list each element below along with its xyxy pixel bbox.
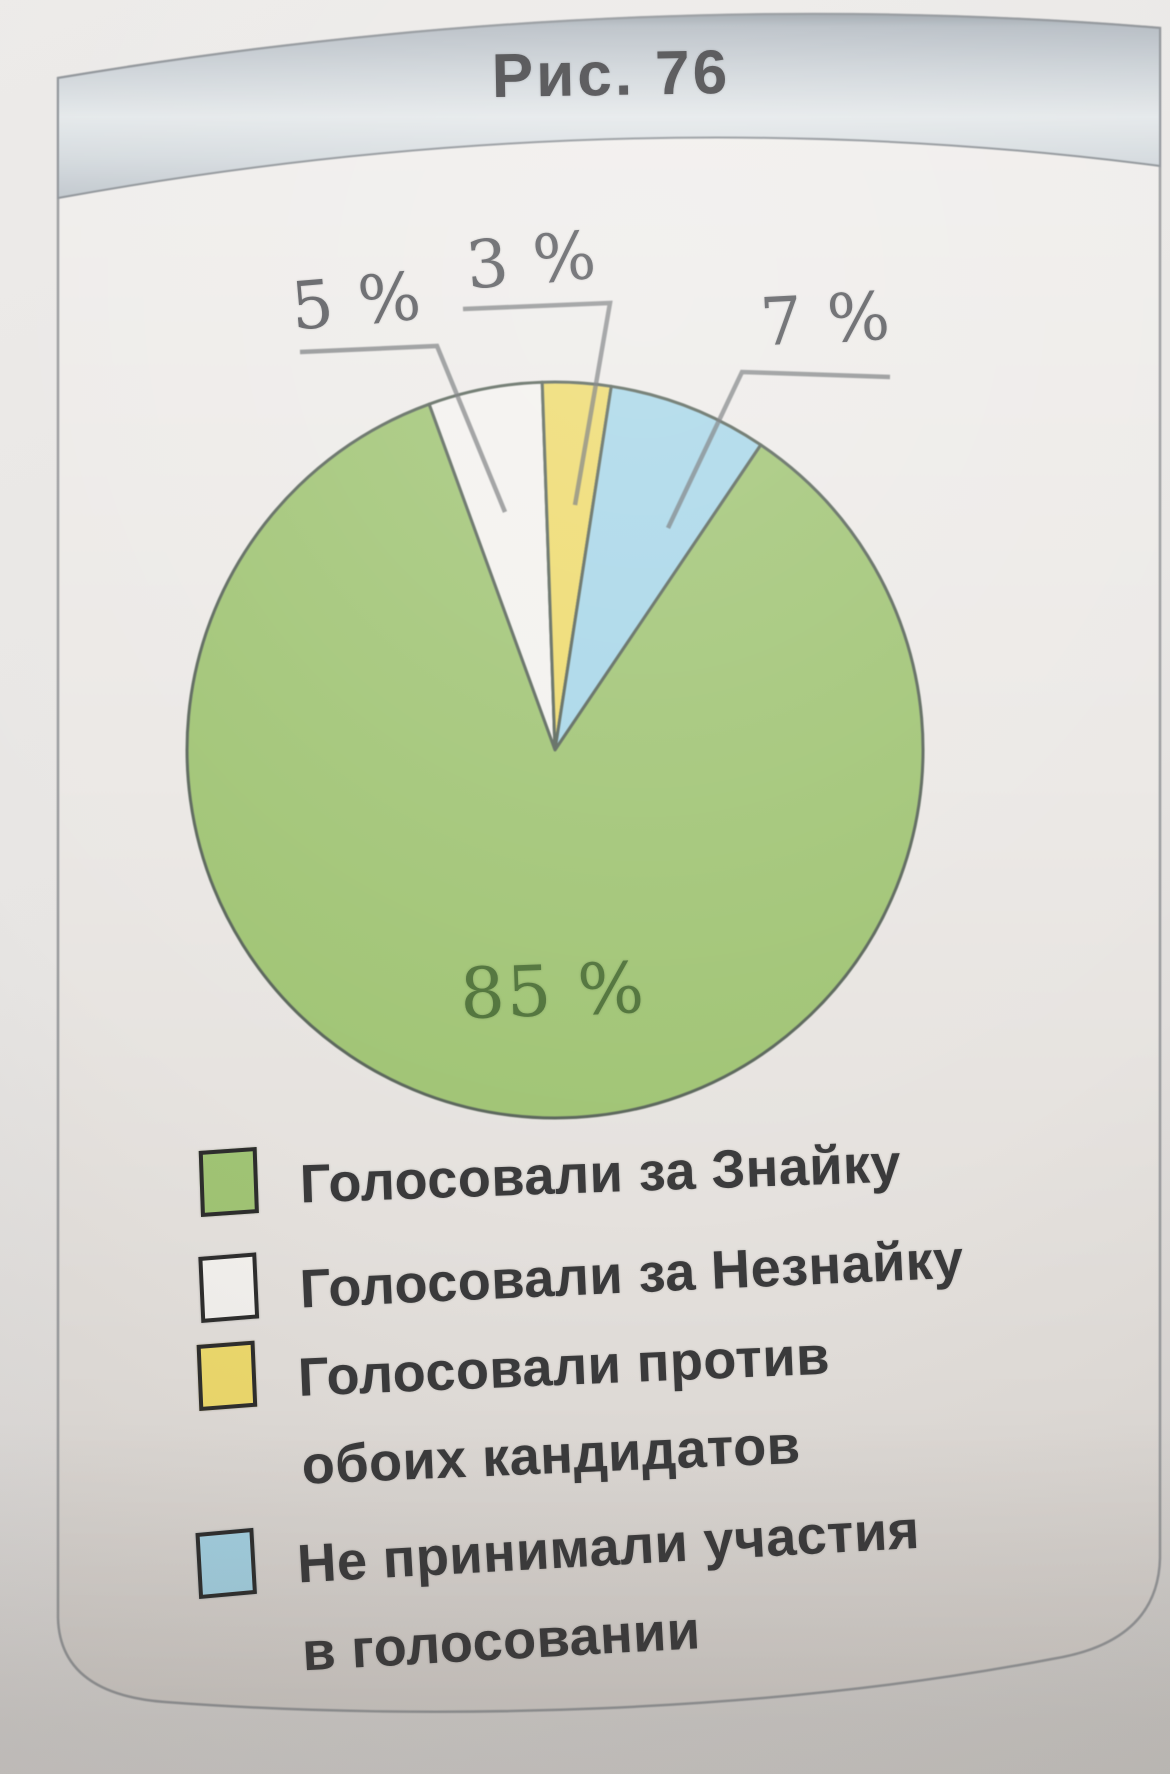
leader-line-3pct (462, 300, 613, 506)
leader-line-5pct (299, 343, 508, 513)
leader-lines (299, 300, 891, 529)
header-banner (57, 12, 1161, 200)
pie-slice-4 (185, 402, 925, 1120)
pie-value-label-znaika: 85 % (458, 946, 648, 1036)
leader-line-7pct (665, 369, 891, 529)
pie-value-label-neznaika: 5 % (288, 257, 426, 346)
figure-title: Рис. 76 (491, 37, 731, 112)
pie-chart (185, 380, 925, 1120)
pie-slice-3 (553, 384, 763, 752)
pie-value-label-no-participation: 7 % (758, 277, 894, 362)
pie-value-label-against-both: 3 % (463, 216, 601, 305)
